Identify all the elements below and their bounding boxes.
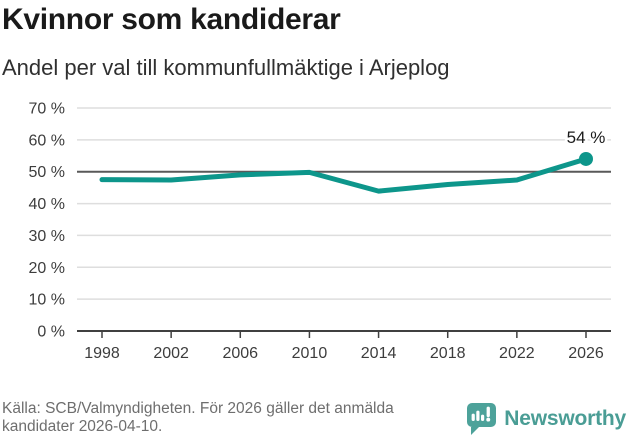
bar-chart-glyph [471, 406, 491, 422]
data-line [99, 156, 589, 194]
y-tick-label: 0 % [37, 324, 65, 341]
x-tick-label: 2014 [361, 345, 397, 362]
y-tick-label: 40 % [29, 196, 65, 213]
y-tick-label: 10 % [29, 292, 65, 309]
x-tick-label: 1998 [84, 345, 120, 362]
data-point-label: 54 % [567, 128, 606, 147]
source-note-line2: kandidater 2026-04-10. [2, 418, 163, 435]
x-tick-label: 2018 [430, 345, 466, 362]
y-tick-label: 50 % [29, 164, 65, 181]
y-tick-label: 20 % [29, 260, 65, 277]
x-tick-label: 2010 [292, 345, 328, 362]
chart-subtitle: Andel per val till kommunfullmäktige i A… [2, 55, 450, 80]
newsworthy-wordmark: Newsworthy [504, 407, 626, 430]
y-tick-label: 60 % [29, 132, 65, 149]
source-note: Källa: SCB/Valmyndigheten. För 2026 gäll… [2, 400, 394, 436]
source-note-line1: Källa: SCB/Valmyndigheten. För 2026 gäll… [2, 400, 394, 417]
page-title: Kvinnor som kandiderar [2, 3, 341, 36]
y-tick-label: 70 % [29, 101, 65, 118]
x-tick-label: 2026 [568, 345, 604, 362]
x-tick-label: 2022 [499, 345, 535, 362]
newsworthy-logo: Newsworthy [466, 402, 626, 436]
x-tick-label: 2006 [222, 345, 258, 362]
newsworthy-logo-icon [467, 403, 497, 435]
data-point-dot [579, 151, 593, 166]
x-tick-label: 2002 [153, 345, 189, 362]
line-chart: 0 % 10 % 20 % 30 % 40 % 50 % 60 % 70 % 1998 2002 2… [29, 101, 611, 362]
y-tick-label: 30 % [29, 228, 65, 245]
